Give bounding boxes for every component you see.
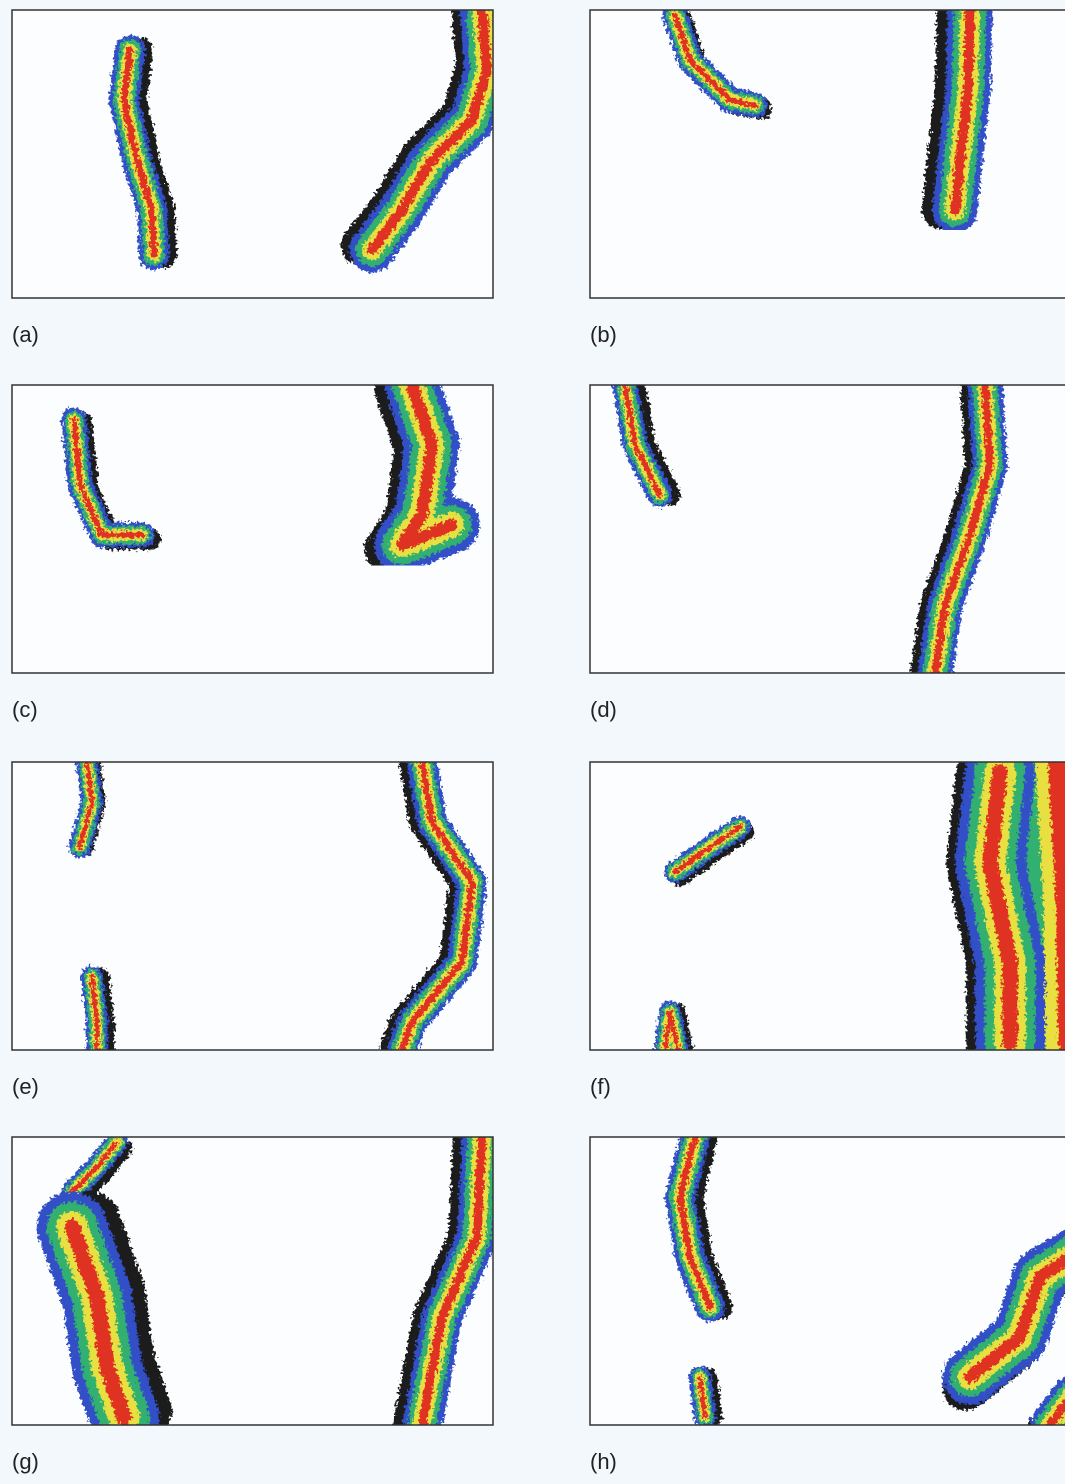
panel-image [12,385,493,673]
figure: (a) (b) (c) (d) (e) (f) (g) (h) [0,0,1065,1484]
panel-image [12,1137,493,1425]
panel-label: (c) [12,697,38,722]
panel-image [590,10,1065,298]
panel-image [590,385,1065,673]
panel-label: (g) [12,1449,39,1474]
panel-label: (h) [590,1449,617,1474]
panel-background [590,10,1065,298]
panel-label: (a) [12,322,39,347]
page: (a)(b)(c)(d)(e)(f)(g)(h) (() => { const … [0,0,1065,1484]
panel-label: (f) [590,1074,611,1099]
panel-image [590,762,1065,1050]
panel-label: (b) [590,322,617,347]
panel-image [12,762,493,1050]
intensity-band [1060,762,1065,1042]
panel-image [590,1137,1065,1429]
panel-image [12,6,493,298]
panel-label: (e) [12,1074,39,1099]
panel-label: (d) [590,697,617,722]
